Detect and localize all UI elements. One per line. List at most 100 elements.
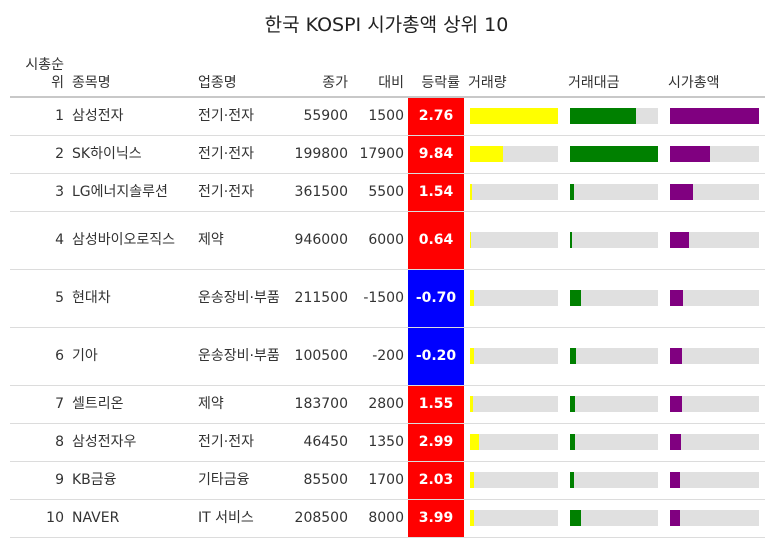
cell-change: 1500 xyxy=(352,97,408,136)
volume-bar xyxy=(470,184,472,200)
cell-change: 8000 xyxy=(352,499,408,538)
cell-rank: 4 xyxy=(10,211,68,270)
cell-mcap xyxy=(664,97,765,136)
cell-volume xyxy=(464,327,564,386)
cell-change: 1700 xyxy=(352,461,408,500)
cell-volume xyxy=(464,97,564,136)
mcap-bar-track xyxy=(670,348,759,364)
table-row: 1 삼성전자 전기·전자 55900 1500 2.76 xyxy=(10,97,765,136)
cell-mcap xyxy=(664,423,765,462)
cell-rank: 10 xyxy=(10,499,68,538)
cell-close: 46450 xyxy=(288,423,352,462)
header-value[interactable]: 거래대금 xyxy=(564,44,664,98)
cell-value xyxy=(564,269,664,328)
value-bar-track xyxy=(570,510,658,526)
cell-name: 삼성바이오로직스 xyxy=(68,211,194,270)
cell-value xyxy=(564,173,664,212)
cell-mcap xyxy=(664,327,765,386)
mcap-bar-track xyxy=(670,146,759,162)
value-bar-track xyxy=(570,232,658,248)
volume-bar xyxy=(470,348,474,364)
table-row: 10 NAVER IT 서비스 208500 8000 3.99 xyxy=(10,499,765,538)
value-bar-track xyxy=(570,290,658,306)
volume-bar-track xyxy=(470,434,558,450)
cell-name: SK하이닉스 xyxy=(68,135,194,174)
header-rate[interactable]: 등락률 xyxy=(408,44,464,98)
header-sector[interactable]: 업종명 xyxy=(194,44,288,98)
cell-sector: 제약 xyxy=(194,211,288,270)
header-volume[interactable]: 거래량 xyxy=(464,44,564,98)
value-bar-track xyxy=(570,434,658,450)
value-bar-track xyxy=(570,348,658,364)
mcap-bar-track xyxy=(670,232,759,248)
cell-rate: 2.99 xyxy=(408,423,464,462)
mcap-bar xyxy=(670,396,682,412)
cell-rate: 1.54 xyxy=(408,173,464,212)
volume-bar-track xyxy=(470,348,558,364)
cell-rank: 7 xyxy=(10,385,68,424)
value-bar-track xyxy=(570,184,658,200)
cell-close: 946000 xyxy=(288,211,352,270)
mcap-bar xyxy=(670,232,689,248)
cell-value xyxy=(564,211,664,270)
cell-rank: 2 xyxy=(10,135,68,174)
volume-bar-track xyxy=(470,396,558,412)
cell-volume xyxy=(464,499,564,538)
volume-bar xyxy=(470,232,471,248)
cell-mcap xyxy=(664,211,765,270)
mcap-bar-track xyxy=(670,290,759,306)
cell-rate: -0.70 xyxy=(408,269,464,328)
cell-volume xyxy=(464,211,564,270)
cell-mcap xyxy=(664,135,765,174)
mcap-bar xyxy=(670,108,759,125)
mcap-bar-track xyxy=(670,510,759,526)
cell-change: 5500 xyxy=(352,173,408,212)
volume-bar-track xyxy=(470,472,558,488)
mcap-bar xyxy=(670,290,684,306)
cell-change: 6000 xyxy=(352,211,408,270)
volume-bar xyxy=(470,108,558,125)
header-mcap[interactable]: 시가총액 xyxy=(664,44,765,98)
cell-rate: 9.84 xyxy=(408,135,464,174)
cell-rank: 5 xyxy=(10,269,68,328)
mcap-bar-track xyxy=(670,396,759,412)
cell-rate: 1.55 xyxy=(408,385,464,424)
cell-close: 208500 xyxy=(288,499,352,538)
cell-value xyxy=(564,423,664,462)
table-row: 3 LG에너지솔루션 전기·전자 361500 5500 1.54 xyxy=(10,173,765,212)
volume-bar xyxy=(470,290,474,306)
cell-value xyxy=(564,461,664,500)
cell-rate: 2.03 xyxy=(408,461,464,500)
volume-bar-track xyxy=(470,510,558,526)
value-bar xyxy=(570,396,576,412)
header-change[interactable]: 대비 xyxy=(352,44,408,98)
header-name[interactable]: 종목명 xyxy=(68,44,194,98)
mcap-bar xyxy=(670,146,711,162)
table-row: 8 삼성전자우 전기·전자 46450 1350 2.99 xyxy=(10,423,765,462)
value-bar-track xyxy=(570,472,658,488)
mcap-bar xyxy=(670,348,682,364)
volume-bar xyxy=(470,510,474,526)
kospi-table: 시총순위 종목명 업종명 종가 대비 등락률 거래량 거래대금 시가총액 1 삼성… xyxy=(10,44,765,538)
table-title: 한국 KOSPI 시가총액 상위 10 xyxy=(264,14,509,36)
header-row: 시총순위 종목명 업종명 종가 대비 등락률 거래량 거래대금 시가총액 xyxy=(10,44,765,98)
mcap-bar-track xyxy=(670,184,759,200)
cell-volume xyxy=(464,423,564,462)
cell-mcap xyxy=(664,269,765,328)
cell-sector: 전기·전자 xyxy=(194,423,288,462)
value-bar xyxy=(570,434,576,450)
cell-sector: 전기·전자 xyxy=(194,173,288,212)
header-close[interactable]: 종가 xyxy=(288,44,352,98)
cell-volume xyxy=(464,135,564,174)
cell-mcap xyxy=(664,499,765,538)
header-rank[interactable]: 시총순위 xyxy=(10,44,68,98)
cell-name: KB금융 xyxy=(68,461,194,500)
volume-bar xyxy=(470,396,473,412)
value-bar-track xyxy=(570,146,658,162)
cell-rate: 3.99 xyxy=(408,499,464,538)
volume-bar-track xyxy=(470,184,558,200)
value-bar xyxy=(570,290,582,306)
cell-volume xyxy=(464,461,564,500)
table-body: 1 삼성전자 전기·전자 55900 1500 2.76 2 SK하이닉스 전기·전자 19980… xyxy=(10,97,765,538)
cell-volume xyxy=(464,385,564,424)
